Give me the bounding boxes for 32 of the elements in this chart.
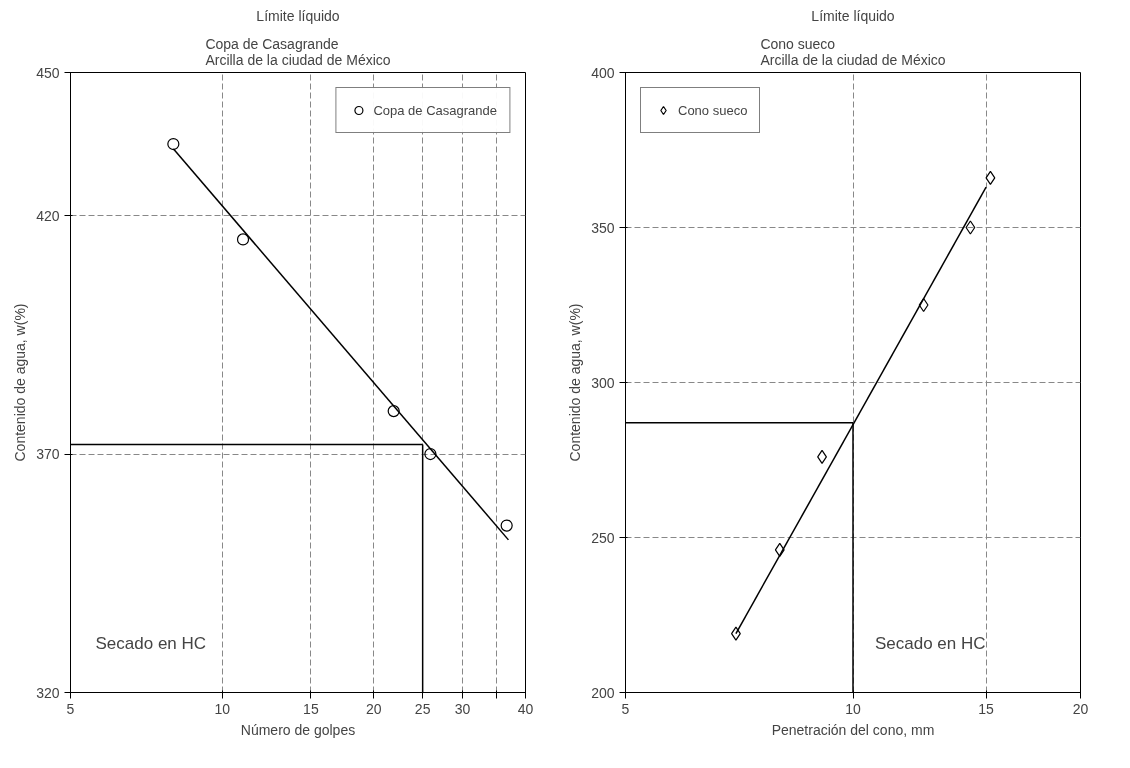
chart-subtitle: Copa de Casagrande Arcilla de la ciudad de México (205, 35, 391, 68)
x-axis-title: Número de golpes (240, 721, 356, 738)
y-tick-label: 320 (36, 684, 60, 701)
x-tick-label: 30 (454, 700, 471, 717)
x-tick-label: 25 (414, 700, 431, 717)
x-tick-label: 15 (303, 700, 319, 717)
y-tick-label: 250 (591, 529, 615, 546)
x-axis-title: Penetración del cono, mm (771, 721, 935, 738)
y-tick-label: 300 (591, 374, 615, 391)
x-tick-label: 20 (366, 700, 382, 717)
y-tick-label: 350 (591, 219, 615, 236)
y-tick-label: 370 (36, 446, 60, 463)
x-tick-label: 15 (978, 700, 995, 717)
y-tick-label: 450 (36, 64, 60, 81)
chart-subtitle: Cono sueco Arcilla de la ciudad de México (760, 35, 946, 68)
y-axis-title: Contenido de agua, w(%) (12, 303, 29, 462)
x-tick-label: 10 (214, 700, 231, 717)
x-tick-label: 10 (845, 700, 861, 717)
y-tick-label: 420 (36, 207, 60, 224)
x-tick-label: 5 (66, 700, 75, 717)
y-tick-label: 400 (591, 64, 615, 81)
chart-title: Límite líquido (811, 7, 895, 24)
y-tick-label: 200 (591, 684, 615, 701)
annotation: Secado en HC (874, 633, 986, 653)
x-tick-label: 40 (517, 700, 534, 717)
x-tick-label: 5 (621, 700, 630, 717)
annotation: Secado en HC (95, 633, 207, 653)
y-axis-title: Contenido de agua, w(%) (567, 303, 584, 462)
legend-label: Copa de Casagrande (373, 102, 497, 118)
legend-label: Cono sueco (678, 102, 748, 118)
chart-title: Límite líquido (256, 7, 340, 24)
x-tick-label: 20 (1072, 700, 1089, 717)
